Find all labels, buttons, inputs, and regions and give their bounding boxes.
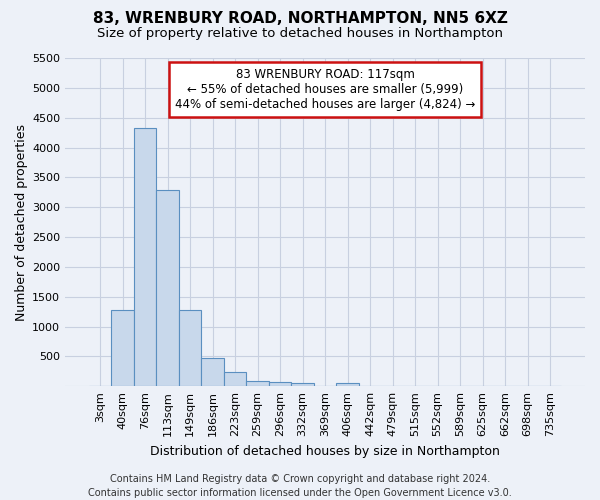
Bar (292, 383, 314, 386)
Text: Contains HM Land Registry data © Crown copyright and database right 2024.
Contai: Contains HM Land Registry data © Crown c… (88, 474, 512, 498)
Text: 83 WRENBURY ROAD: 117sqm
← 55% of detached houses are smaller (5,999)
44% of sem: 83 WRENBURY ROAD: 117sqm ← 55% of detach… (175, 68, 475, 111)
Y-axis label: Number of detached properties: Number of detached properties (15, 124, 28, 320)
Bar (337, 383, 359, 386)
Bar (111, 310, 134, 386)
Text: 83, WRENBURY ROAD, NORTHAMPTON, NN5 6XZ: 83, WRENBURY ROAD, NORTHAMPTON, NN5 6XZ (92, 11, 508, 26)
Text: Size of property relative to detached houses in Northampton: Size of property relative to detached ho… (97, 28, 503, 40)
Bar (202, 358, 224, 386)
X-axis label: Distribution of detached houses by size in Northampton: Distribution of detached houses by size … (150, 444, 500, 458)
Bar (156, 190, 179, 386)
Bar (247, 381, 269, 386)
Bar (269, 382, 292, 386)
Bar (179, 310, 202, 386)
Bar (134, 128, 156, 386)
Bar (224, 372, 247, 386)
